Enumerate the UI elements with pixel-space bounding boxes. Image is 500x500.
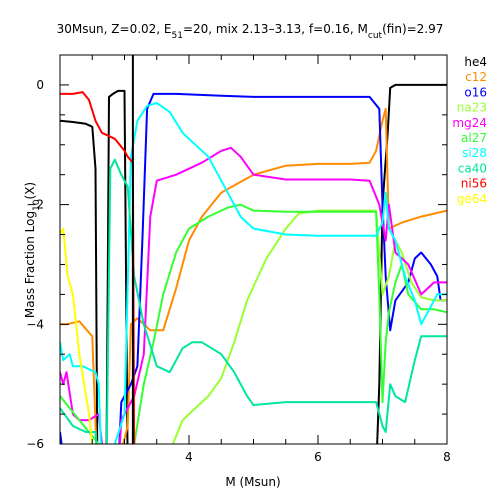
y-tick-label: −6 xyxy=(26,437,44,451)
legend-entry-al27: al27 xyxy=(461,131,487,145)
series-line-si28 xyxy=(60,101,447,444)
y-tick-label: −4 xyxy=(26,317,44,331)
legend-entry-he4: he4 xyxy=(464,55,487,69)
series-layer xyxy=(60,83,447,444)
y-axis-label: Mass Fraction Log10(X) xyxy=(23,182,42,318)
series-line-ca40 xyxy=(60,158,447,444)
chart-title: 30Msun, Z=0.02, E51=20, mix 2.13–3.13, f… xyxy=(57,22,444,41)
series-line-na23 xyxy=(171,209,447,444)
series-line-c12 xyxy=(60,107,447,444)
series-line-ni56 xyxy=(60,91,136,444)
x-tick-label: 6 xyxy=(314,450,322,464)
x-tick-label: 8 xyxy=(443,450,451,464)
series-line-o16 xyxy=(60,92,447,444)
y-tick-label: 0 xyxy=(36,78,44,92)
legend-entry-ge64: ge64 xyxy=(457,192,487,206)
legend-entry-si28: si28 xyxy=(462,146,487,160)
y-tick-label: −2 xyxy=(26,198,44,212)
legend-entry-ca40: ca40 xyxy=(458,161,487,175)
legend-entry-na23: na23 xyxy=(457,101,487,115)
tick-layer: 4 6 8 0 −2 −4 −6 xyxy=(26,54,451,464)
series-line-mg24 xyxy=(60,146,447,444)
x-tick-label: 4 xyxy=(185,450,193,464)
series-line-ge64 xyxy=(60,227,94,444)
x-axis-label: M (Msun) xyxy=(225,475,280,489)
legend-entry-o16: o16 xyxy=(464,85,487,99)
legend-entry-ni56: ni56 xyxy=(461,177,487,191)
legend-entry-c12: c12 xyxy=(465,70,487,84)
legend-entry-mg24: mg24 xyxy=(452,116,487,130)
series-line-al27 xyxy=(60,203,447,444)
